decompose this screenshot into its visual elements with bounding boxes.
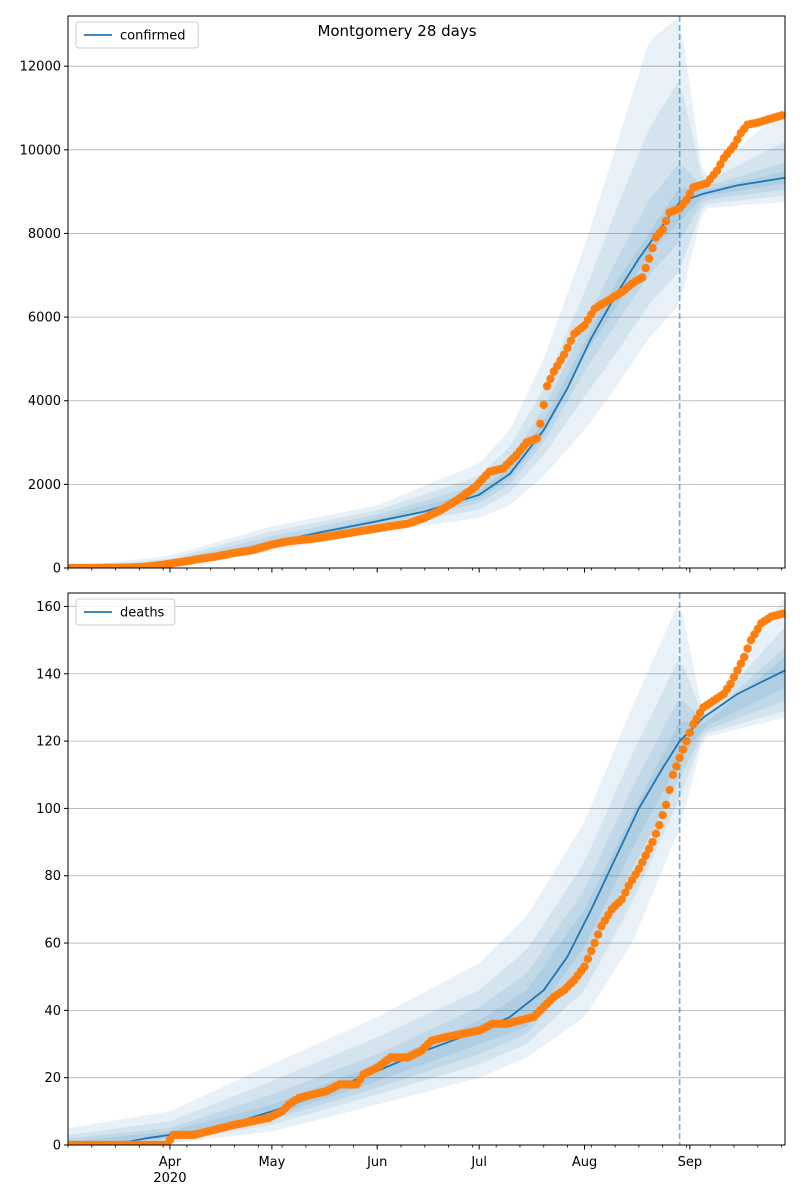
observed-point [712,166,722,175]
observed-point [559,350,569,359]
observed-point [743,644,752,653]
legend: confirmed [75,21,199,49]
plot-area [68,593,785,1145]
observed-point [532,434,542,443]
observed-point [583,954,593,963]
observed-point [621,888,630,897]
observed-point [634,864,644,874]
y-tick-label: 10000 [20,143,61,158]
observed-point [566,336,576,345]
legend: deaths [75,598,176,626]
observed-point [648,243,657,253]
observed-point [729,672,739,682]
observed-point [733,666,742,675]
observed-point [661,216,671,226]
y-tick-label: 120 [36,735,61,750]
y-tick-label: 80 [44,869,61,884]
observed-point [665,785,674,795]
confirmed-panel: 0 2000 4000 6000 8000 10000 12000 confirmed [20,15,786,577]
observed-point [682,195,691,205]
y-tick-label: 2000 [28,478,61,493]
observed-point [563,343,572,352]
observed-point [668,770,678,779]
observed-point [644,254,654,263]
observed-point [675,753,684,763]
y-tick-label: 60 [44,937,61,952]
observed-point [661,800,671,810]
observed-point [658,225,667,234]
observed-point [542,381,552,391]
observed-point [539,400,548,410]
y-tick-label: 12000 [20,60,61,75]
observed-point [593,930,603,939]
observed-point [726,679,735,689]
observed-point [546,374,555,383]
y-tick-label: 20 [44,1071,61,1086]
observed-point [655,821,664,830]
observed-point [638,273,647,282]
y-tick-label: 40 [44,1004,61,1019]
x-tick-label: Jun [366,1155,387,1170]
observed-point [780,609,785,618]
plot-area [68,16,785,568]
x-tick-label: Sep [678,1155,703,1170]
observed-point [740,652,749,662]
y-tick-label: 4000 [28,394,61,409]
uncertainty-band [68,82,785,568]
y-tick-label: 140 [36,667,61,682]
x-tick-label: Aug [572,1155,597,1170]
observed-point [729,141,739,150]
legend-label: confirmed [120,29,186,44]
observed-point [638,858,647,867]
y-tick-label: 6000 [28,311,61,326]
y-tick-label: 160 [36,600,61,615]
observed-point [644,844,654,853]
chart-title: Montgomery 28 days [317,22,476,40]
observed-point [658,810,667,820]
observed-point [617,895,627,904]
observed-point [678,745,688,754]
observed-point [580,962,589,971]
legend-label: deaths [120,606,165,621]
y-tick-label: 0 [53,562,61,577]
observed-point [536,419,545,428]
x-tick-label: Apr [159,1155,182,1170]
observed-point [641,851,650,860]
uncertainty-band [68,646,785,1145]
observed-point [648,837,657,847]
uncertainty-band [68,17,785,568]
observed-point [736,659,745,668]
observed-point [590,938,599,948]
axes-frame [67,592,786,1146]
y-tick-label: 0 [53,1139,61,1154]
x-tick-label: May [258,1155,285,1170]
y-tick-label: 8000 [28,227,61,242]
x-tick-label: Jul [470,1155,487,1170]
observed-point [685,728,695,737]
x-tick-year-label: 2020 [153,1171,186,1186]
observed-point [682,736,691,746]
observed-point [685,189,695,198]
observed-point [733,135,742,144]
observed-point [587,946,596,956]
axes-frame [67,15,786,569]
observed-point [672,762,681,771]
observed-point [716,160,725,169]
y-tick-label: 100 [36,802,61,817]
observed-point [651,829,661,838]
observed-point [777,111,785,120]
observed-point [641,263,650,273]
